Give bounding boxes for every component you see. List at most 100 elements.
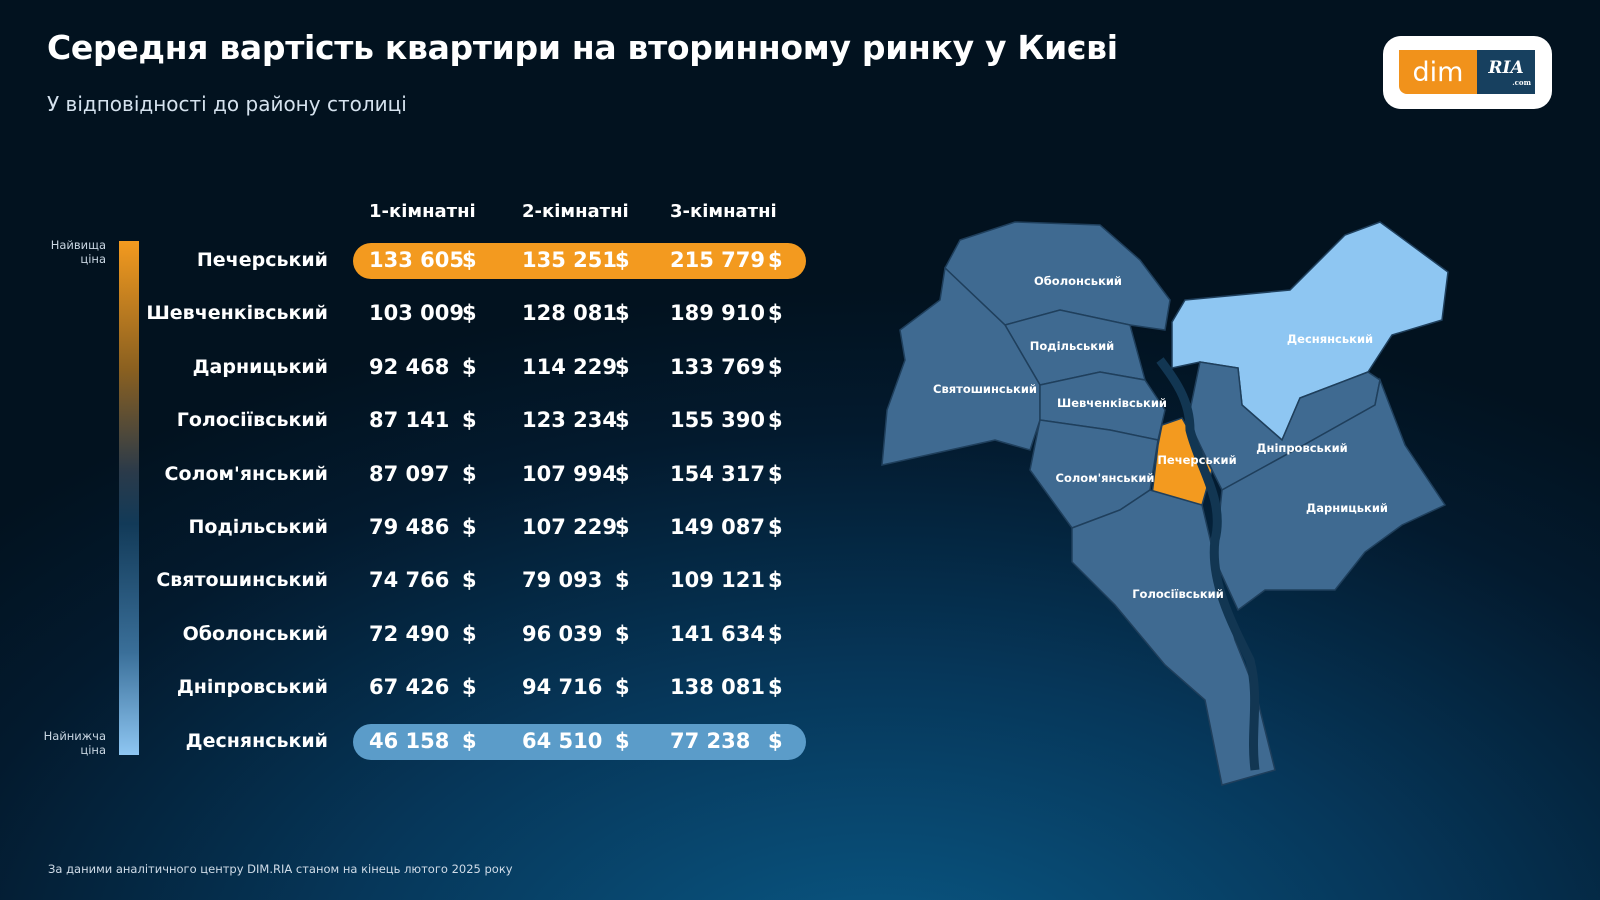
logo-ria-text: RIA: [1488, 57, 1524, 78]
price-value: 77 238: [670, 728, 751, 753]
currency-symbol: $: [768, 568, 783, 593]
row-highlight-lowest: [353, 723, 806, 760]
map-district-label: Печерський: [1157, 453, 1236, 467]
price-value: 215 779: [670, 248, 765, 272]
district-name: Подільський: [188, 516, 328, 538]
logo-ria: RIA .com: [1477, 50, 1535, 94]
scale-low-label: Найнижча ціна: [43, 729, 106, 757]
dim-ria-logo: dim RIA .com: [1383, 36, 1552, 109]
map-district-label: Солом'янський: [1056, 471, 1155, 485]
currency-symbol: $: [462, 248, 477, 272]
price-value: 46 158: [369, 728, 450, 753]
currency-symbol: $: [462, 301, 477, 326]
price-value: 87 097: [369, 461, 450, 486]
column-header-1-room: 1-кімнатні: [369, 201, 476, 222]
table-row: Дарницький 92 468 $114 229 $133 769 $: [150, 350, 806, 386]
price-value: 107 994: [522, 461, 617, 486]
map-district-label: Шевченківський: [1057, 396, 1167, 410]
price-scale-bar: [119, 241, 139, 755]
price-value: 123 234: [522, 408, 617, 433]
table-row: Подільський 79 486 $107 229 $149 087 $: [150, 510, 806, 546]
map-district-label: Дніпровський: [1256, 441, 1348, 455]
currency-symbol: $: [462, 675, 477, 700]
currency-symbol: $: [462, 728, 477, 753]
page-title: Середня вартість квартири на вторинному …: [47, 28, 1118, 67]
table-row: Оболонський 72 490 $96 039 $141 634 $: [150, 617, 806, 653]
map-district-label: Оболонський: [1034, 274, 1122, 288]
currency-symbol: $: [615, 515, 630, 539]
table-row: Печерський 133 605 $135 251 $215 779 $: [150, 243, 806, 279]
district-name: Печерський: [196, 249, 328, 271]
currency-symbol: $: [462, 408, 477, 433]
price-value: 107 229: [522, 515, 617, 539]
district-name: Дніпровський: [176, 676, 328, 699]
price-value: 79 093: [522, 568, 603, 593]
price-value: 155 390: [670, 408, 765, 433]
map-district-label: Дарницький: [1306, 501, 1388, 515]
price-value: 189 910: [670, 301, 765, 326]
currency-symbol: $: [462, 515, 477, 539]
currency-symbol: $: [768, 675, 783, 700]
table-row: Дніпровський 67 426 $94 716 $138 081 $: [150, 670, 806, 706]
table-row: Солом'янський 87 097 $107 994 $154 317 $: [150, 457, 806, 493]
price-value: 79 486: [369, 515, 450, 539]
map-district-label: Святошинський: [933, 382, 1037, 396]
district-name: Шевченківський: [146, 302, 328, 325]
table-row: Деснянський 46 158 $64 510 $77 238 $: [150, 723, 806, 760]
currency-symbol: $: [768, 728, 783, 753]
district-name: Деснянський: [185, 729, 328, 752]
map-district-label: Голосіївський: [1132, 587, 1224, 601]
logo-dim: dim: [1399, 50, 1477, 94]
currency-symbol: $: [768, 354, 783, 379]
row-highlight-highest: [353, 243, 806, 279]
price-value: 135 251: [522, 248, 617, 272]
currency-symbol: $: [768, 408, 783, 433]
column-header-3-room: 3-кімнатні: [670, 201, 777, 222]
currency-symbol: $: [615, 728, 630, 753]
price-value: 154 317: [670, 461, 765, 486]
page-subtitle: У відповідності до району столиці: [47, 92, 407, 116]
currency-symbol: $: [615, 408, 630, 433]
currency-symbol: $: [615, 301, 630, 326]
price-value: 114 229: [522, 354, 617, 379]
logo-domain: .com: [1512, 77, 1531, 87]
source-footnote: За даними аналітичного центру DIM.RIA ст…: [48, 862, 513, 876]
currency-symbol: $: [768, 515, 783, 539]
map-district-label: Деснянський: [1287, 332, 1373, 346]
price-value: 133 769: [670, 354, 765, 379]
currency-symbol: $: [768, 301, 783, 326]
price-value: 92 468: [369, 354, 450, 379]
table-row: Святошинський 74 766 $79 093 $109 121 $: [150, 563, 806, 599]
price-value: 87 141: [369, 408, 450, 433]
currency-symbol: $: [615, 675, 630, 700]
currency-symbol: $: [768, 248, 783, 272]
currency-symbol: $: [462, 461, 477, 486]
map-district: [1214, 377, 1447, 612]
district-name: Оболонський: [182, 622, 328, 645]
price-value: 103 009: [369, 301, 464, 326]
map-district: [1071, 489, 1276, 786]
district-name: Святошинський: [156, 569, 328, 592]
currency-symbol: $: [615, 354, 630, 379]
price-value: 141 634: [670, 621, 765, 646]
table-row: Голосіївський 87 141 $123 234 $155 390 $: [150, 403, 806, 439]
dnipro-river: [1156, 357, 1260, 771]
currency-symbol: $: [462, 621, 477, 646]
price-value: 96 039: [522, 621, 603, 646]
currency-symbol: $: [615, 248, 630, 272]
map-district-label: Подільський: [1030, 339, 1114, 353]
currency-symbol: $: [615, 621, 630, 646]
currency-symbol: $: [768, 621, 783, 646]
currency-symbol: $: [462, 354, 477, 379]
price-value: 133 605: [369, 248, 464, 272]
currency-symbol: $: [768, 461, 783, 486]
price-value: 67 426: [369, 675, 450, 700]
currency-symbol: $: [615, 568, 630, 593]
table-row: Шевченківський 103 009 $128 081 $189 910 $: [146, 296, 806, 332]
currency-symbol: $: [615, 461, 630, 486]
scale-high-label: Найвища ціна: [50, 238, 106, 266]
price-value: 138 081: [670, 675, 765, 700]
district-name: Голосіївський: [176, 409, 328, 432]
price-value: 109 121: [670, 568, 765, 593]
